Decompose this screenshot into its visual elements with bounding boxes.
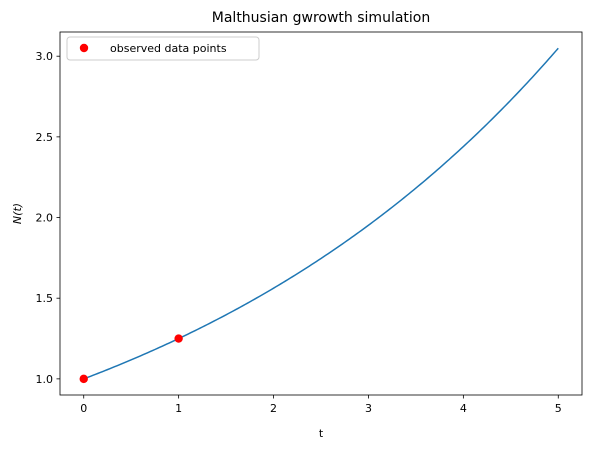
- x-tick-label: 1: [175, 402, 182, 415]
- observed-data-point: [174, 334, 182, 342]
- x-tick-label: 0: [80, 402, 87, 415]
- observed-data-point: [80, 375, 88, 383]
- y-tick-label: 1.0: [36, 373, 54, 386]
- x-tick-label: 3: [365, 402, 372, 415]
- legend-marker: [80, 44, 88, 52]
- y-tick-label: 2.5: [36, 131, 54, 144]
- x-tick-label: 5: [555, 402, 562, 415]
- y-tick-label: 2.0: [36, 212, 54, 225]
- legend: observed data points: [67, 37, 259, 60]
- y-axis-label: N(t): [11, 203, 24, 224]
- x-tick-label: 4: [460, 402, 467, 415]
- y-tick-label: 1.5: [36, 292, 54, 305]
- x-tick-label: 2: [270, 402, 277, 415]
- legend-label: observed data points: [110, 42, 227, 55]
- y-tick-label: 3.0: [36, 50, 54, 63]
- x-axis-label: t: [319, 427, 324, 440]
- chart-title: Malthusian gwrowth simulation: [212, 10, 430, 26]
